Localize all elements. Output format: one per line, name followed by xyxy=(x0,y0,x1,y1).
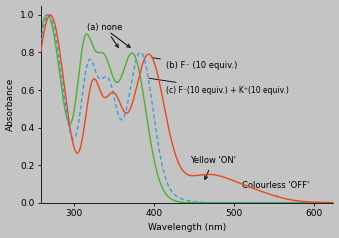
X-axis label: Wavelength (nm): Wavelength (nm) xyxy=(148,223,226,233)
Text: Yellow 'ON': Yellow 'ON' xyxy=(190,156,236,179)
Text: (a) none: (a) none xyxy=(87,23,122,47)
Text: (b) F⁻ (10 equiv.): (b) F⁻ (10 equiv.) xyxy=(152,58,237,70)
Text: (c) F⁻(10 equiv.) + K⁺(10 equiv.): (c) F⁻(10 equiv.) + K⁺(10 equiv.) xyxy=(149,78,289,94)
Text: Colourless 'OFF': Colourless 'OFF' xyxy=(242,181,309,196)
Y-axis label: Absorbance: Absorbance xyxy=(5,77,15,131)
